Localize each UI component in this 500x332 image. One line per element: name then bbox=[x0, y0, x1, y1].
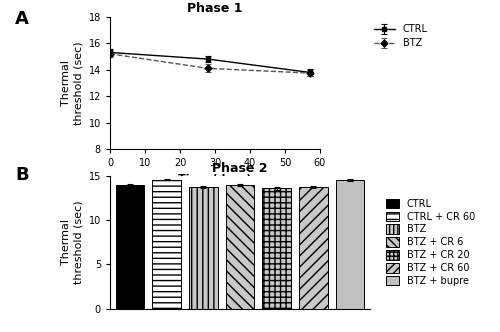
Legend: CTRL, BTZ: CTRL, BTZ bbox=[370, 22, 430, 51]
Y-axis label: Thermal
threshold (sec): Thermal threshold (sec) bbox=[62, 201, 83, 284]
Bar bbox=[262, 188, 291, 309]
Title: Phase 2: Phase 2 bbox=[212, 162, 268, 175]
X-axis label: Time (days): Time (days) bbox=[178, 174, 252, 184]
Title: Phase 1: Phase 1 bbox=[187, 2, 243, 15]
Bar bbox=[116, 185, 144, 309]
Bar bbox=[152, 180, 181, 309]
Text: B: B bbox=[15, 166, 28, 184]
Bar bbox=[299, 187, 328, 309]
Bar bbox=[336, 180, 364, 309]
Bar bbox=[226, 185, 254, 309]
Bar bbox=[189, 187, 218, 309]
Y-axis label: Thermal
threshold (sec): Thermal threshold (sec) bbox=[62, 41, 83, 125]
Text: A: A bbox=[15, 10, 29, 28]
Legend: CTRL, CTRL + CR 60, BTZ, BTZ + CR 6, BTZ + CR 20, BTZ + CR 60, BTZ + bupre: CTRL, CTRL + CR 60, BTZ, BTZ + CR 6, BTZ… bbox=[382, 196, 478, 289]
